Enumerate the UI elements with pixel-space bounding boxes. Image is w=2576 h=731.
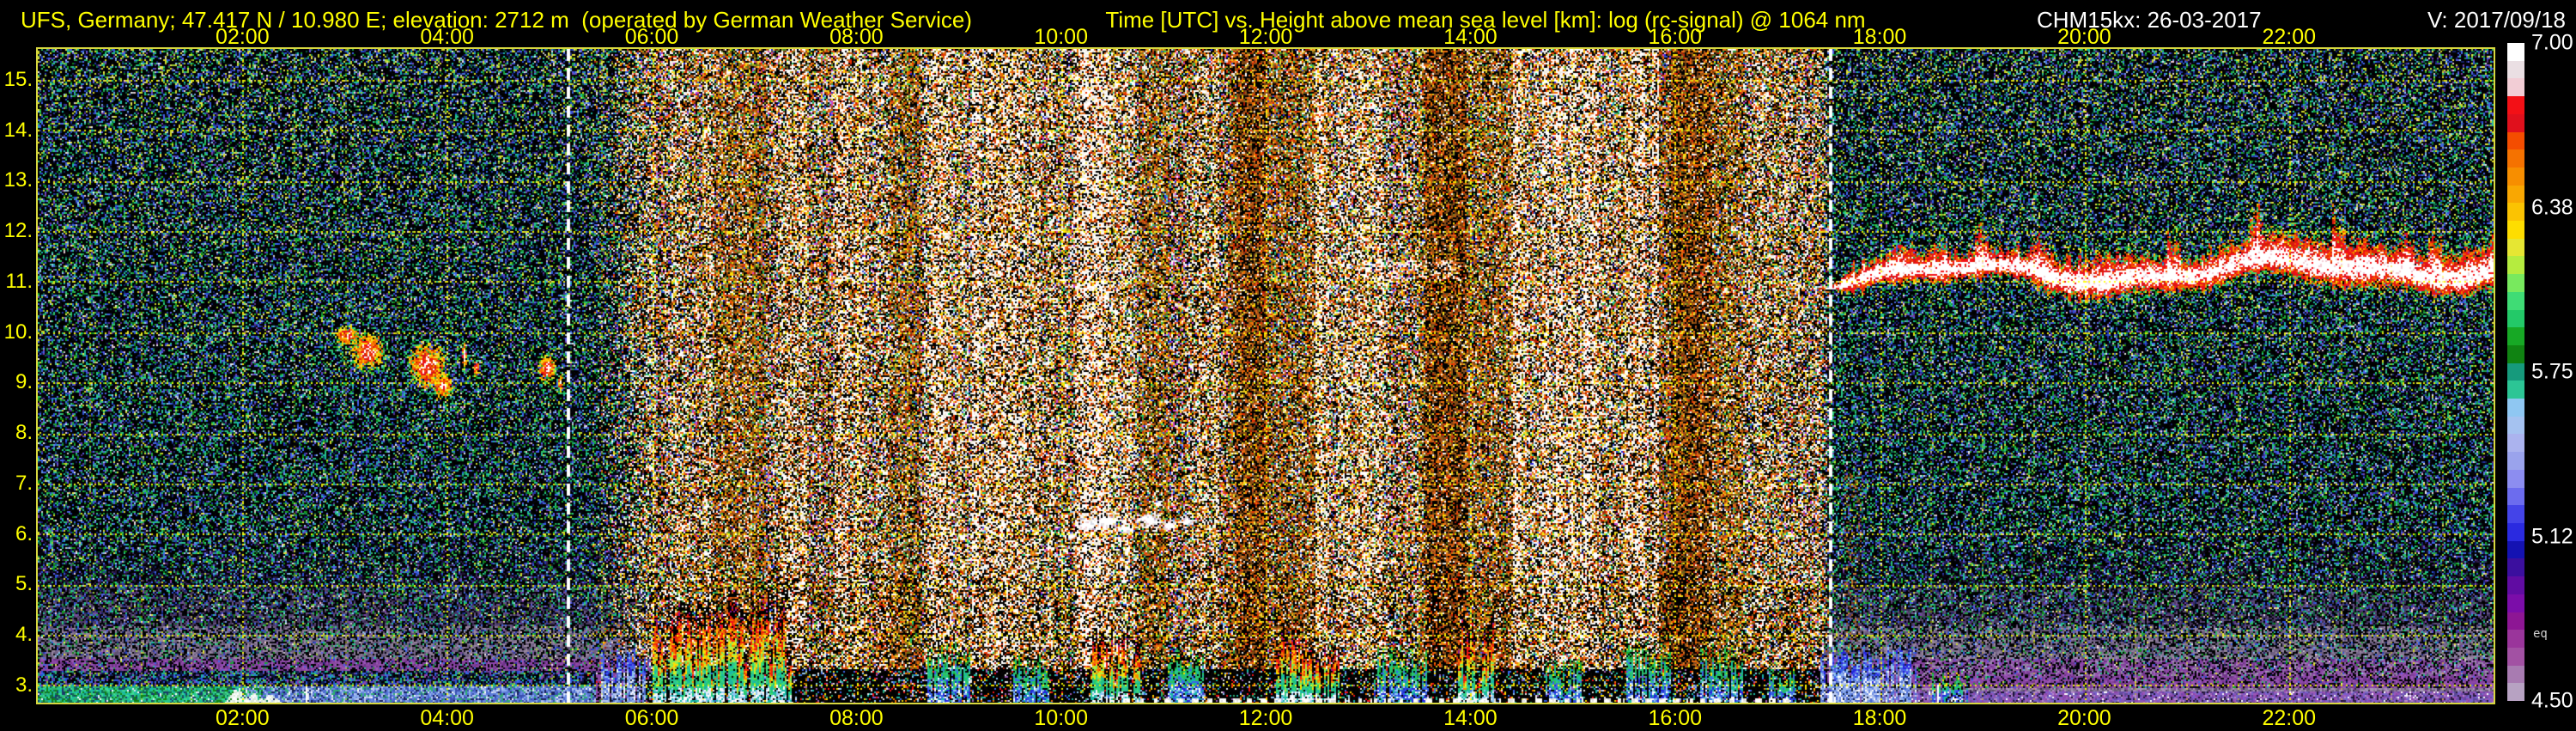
colorbar-segment — [2507, 434, 2524, 453]
y-tick-label: 6. — [15, 521, 33, 545]
colorbar-segment — [2507, 274, 2524, 292]
colorbar-segment — [2507, 185, 2524, 204]
colorbar-segment — [2507, 399, 2524, 417]
colorbar-segment — [2507, 469, 2524, 488]
colorbar-segment — [2507, 576, 2524, 594]
colorbar-segment — [2507, 309, 2524, 328]
colorbar — [2507, 43, 2524, 702]
colorbar-segment — [2507, 238, 2524, 257]
x-tick-label: 16:00 — [1648, 706, 1702, 730]
x-tick-label: 06:00 — [624, 706, 679, 730]
plot-title: Time [UTC] vs. Height above mean sea lev… — [1105, 7, 1866, 33]
colorbar-segment — [2507, 612, 2524, 630]
colorbar-segment — [2507, 558, 2524, 577]
colorbar-segment — [2507, 221, 2524, 239]
colorbar-segment — [2507, 291, 2524, 310]
colorbar-segment — [2507, 203, 2524, 222]
colorbar-segment — [2507, 96, 2524, 114]
colorbar-segment — [2507, 113, 2524, 132]
colorbar-segment — [2507, 256, 2524, 275]
x-tick-label: 20:00 — [2057, 706, 2111, 730]
colorbar-segment — [2507, 416, 2524, 435]
colorbar-tick-label: 6.38 — [2531, 195, 2573, 219]
station-title: UFS, Germany; 47.417 N / 10.980 E; eleva… — [21, 7, 972, 33]
colorbar-segment — [2507, 78, 2524, 97]
colorbar-segment — [2507, 683, 2524, 702]
x-tick-label: 04:00 — [420, 706, 474, 730]
colorbar-tick-label: 4.50 — [2531, 688, 2573, 713]
x-tick-label: 02:00 — [216, 25, 270, 49]
x-tick-label: 12:00 — [1238, 706, 1293, 730]
x-tick-label: 22:00 — [2262, 25, 2317, 49]
x-tick-label: 04:00 — [420, 25, 474, 49]
colorbar-segment — [2507, 452, 2524, 470]
x-tick-label: 22:00 — [2262, 706, 2317, 730]
colorbar-segment — [2507, 540, 2524, 559]
x-tick-label: 20:00 — [2057, 25, 2111, 49]
colorbar-segment — [2507, 131, 2524, 150]
colorbar-segment — [2507, 327, 2524, 345]
y-tick-label: 12. — [3, 219, 33, 243]
y-tick-label: 5. — [15, 572, 33, 596]
colorbar-segment — [2507, 344, 2524, 363]
y-tick-label: 11. — [5, 269, 33, 293]
colorbar-segment — [2507, 665, 2524, 684]
x-tick-label: 10:00 — [1034, 706, 1088, 730]
x-axis-top: 02:00 04:00 06:00 08:00 10:00 12:00 14:00 16:00… — [0, 25, 2576, 49]
colorbar-segment — [2507, 43, 2524, 61]
y-tick-label: 14. — [3, 118, 33, 142]
x-tick-label: 18:00 — [1852, 706, 1907, 730]
colorbar-segment — [2507, 594, 2524, 612]
x-tick-label: 14:00 — [1443, 25, 1498, 49]
colorbar-side-note: eq — [2533, 627, 2548, 641]
y-tick-label: 13. — [3, 168, 33, 192]
colorbar-segment — [2507, 647, 2524, 666]
colorbar-segment — [2507, 505, 2524, 523]
colorbar-segment — [2507, 630, 2524, 648]
x-axis-bottom: 02:00 04:00 06:00 08:00 10:00 12:00 14:00 16:00… — [0, 706, 2576, 730]
x-tick-label: 02:00 — [216, 706, 270, 730]
y-tick-label: 7. — [15, 471, 33, 495]
x-tick-label: 10:00 — [1034, 25, 1088, 49]
y-tick-label: 10. — [3, 320, 33, 344]
x-tick-label: 08:00 — [829, 25, 884, 49]
heatmap-canvas — [36, 47, 2495, 704]
version-label: V: 2017/09/18 — [2427, 7, 2566, 33]
colorbar-segment — [2507, 362, 2524, 381]
colorbar-segment — [2507, 60, 2524, 79]
x-tick-label: 18:00 — [1852, 25, 1907, 49]
colorbar-tick-label: 7.00 — [2531, 30, 2573, 55]
y-tick-label: 8. — [15, 421, 33, 445]
colorbar-segment — [2507, 167, 2524, 186]
colorbar-segment — [2507, 381, 2524, 399]
x-tick-label: 12:00 — [1238, 25, 1293, 49]
x-tick-label: 06:00 — [624, 25, 679, 49]
instrument-date-label: CHM15kx: 26-03-2017 — [2037, 7, 2262, 33]
colorbar-segment — [2507, 487, 2524, 506]
x-tick-label: 14:00 — [1443, 706, 1498, 730]
colorbar-segment — [2507, 522, 2524, 541]
colorbar-segment — [2507, 149, 2524, 168]
y-tick-label: 15. — [3, 67, 33, 91]
x-tick-label: 16:00 — [1648, 25, 1702, 49]
colorbar-tick-label: 5.75 — [2531, 359, 2573, 384]
y-tick-label: 9. — [15, 370, 33, 394]
x-tick-label: 08:00 — [829, 706, 884, 730]
colorbar-tick-label: 5.12 — [2531, 524, 2573, 548]
y-tick-label: 3. — [15, 673, 33, 697]
y-tick-label: 4. — [15, 623, 33, 647]
